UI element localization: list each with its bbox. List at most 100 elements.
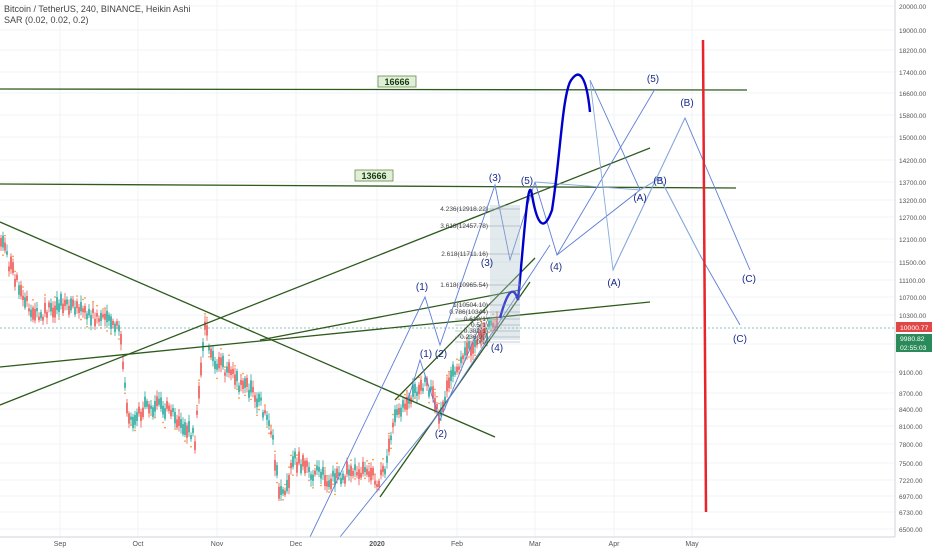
wave-projection-line xyxy=(339,244,551,538)
sar-dot xyxy=(228,354,230,356)
candle-body xyxy=(14,279,16,287)
candle-body xyxy=(192,427,194,433)
candle-body xyxy=(82,308,84,313)
sar-dot xyxy=(314,464,316,467)
candle-body xyxy=(206,325,208,336)
candle-body xyxy=(350,465,352,476)
candle-body xyxy=(270,431,272,435)
level-label: 16666 xyxy=(384,77,409,87)
candle-body xyxy=(490,320,492,326)
candle-body xyxy=(296,462,298,473)
candle-body xyxy=(166,401,168,409)
candle-body xyxy=(72,299,74,307)
candle-body xyxy=(122,361,124,370)
candle-body xyxy=(394,409,396,423)
wave-projection-line xyxy=(589,79,641,191)
candle-body xyxy=(36,308,38,312)
candle-body xyxy=(366,468,368,475)
sar-dot xyxy=(76,295,78,297)
y-tick-label: 17400.00 xyxy=(899,70,926,77)
wave-label: (5) xyxy=(647,74,659,85)
candle-body xyxy=(292,456,294,468)
candle-body xyxy=(226,366,228,373)
sar-dot xyxy=(404,393,406,396)
candle-body xyxy=(140,411,142,422)
candle-body xyxy=(238,385,240,393)
candle-body xyxy=(130,416,132,420)
sar-dot xyxy=(284,483,286,486)
candle-body xyxy=(102,314,104,318)
candle-body xyxy=(388,438,390,452)
candle-body xyxy=(382,465,384,473)
candle-body xyxy=(450,370,452,382)
candle-body xyxy=(148,404,150,414)
wave-label: (B) xyxy=(680,98,693,109)
sar-dot xyxy=(22,286,24,288)
candle-body xyxy=(68,305,70,315)
y-tick-label: 8400.00 xyxy=(899,407,923,414)
candle-body xyxy=(278,486,280,499)
sar-dot xyxy=(102,308,104,310)
sar-dot xyxy=(174,428,176,430)
sar-dot xyxy=(326,475,328,477)
candle-body xyxy=(280,486,282,495)
sar-dot xyxy=(288,466,290,468)
candle-body xyxy=(348,469,350,476)
sar-dot xyxy=(292,474,294,476)
candle-body xyxy=(416,391,418,396)
sar-dot xyxy=(54,296,56,298)
countdown-tag xyxy=(896,343,932,352)
sar-dot xyxy=(492,313,494,316)
sar-dot xyxy=(364,477,366,480)
fib-label: 4.236(12918.22) xyxy=(440,206,488,213)
candle-body xyxy=(374,480,376,485)
candle-body xyxy=(360,472,362,478)
candle-body xyxy=(458,366,460,370)
y-tick-label: 6970.00 xyxy=(899,494,923,501)
sar-dot xyxy=(312,487,314,489)
candle-body xyxy=(352,470,354,476)
candle-body xyxy=(332,470,334,477)
sar-dot xyxy=(224,366,226,368)
wave-label: (1) xyxy=(420,349,432,360)
trend-line xyxy=(0,221,496,438)
wave-label: (A) xyxy=(633,193,646,204)
fib-label: 0(9) xyxy=(476,339,488,346)
candle-body xyxy=(356,472,358,476)
candle-body xyxy=(212,350,214,362)
wave-label: (2) xyxy=(435,429,447,440)
candle-body xyxy=(244,378,246,388)
candle-body xyxy=(290,462,292,469)
fib-label: 0.236(99) xyxy=(460,334,488,341)
candle-body xyxy=(372,468,374,476)
trend-line xyxy=(259,289,521,341)
candle-body xyxy=(188,420,190,433)
sar-dot xyxy=(488,331,490,334)
sar-dot xyxy=(268,432,270,435)
candle-body xyxy=(384,468,386,475)
sar-dot xyxy=(14,270,16,273)
sar-dot xyxy=(92,300,94,303)
candle-body xyxy=(330,478,332,489)
candle-body xyxy=(10,256,12,270)
candle-body xyxy=(152,407,154,417)
candle-body xyxy=(346,461,348,475)
candle-body xyxy=(6,251,8,255)
candle-body xyxy=(62,303,64,314)
candle-body xyxy=(370,467,372,481)
candle-body xyxy=(432,386,434,399)
y-tick-label: 10300.00 xyxy=(899,313,926,320)
trend-line xyxy=(0,301,651,368)
y-tick-label: 15800.00 xyxy=(899,113,926,120)
candle-body xyxy=(178,416,180,426)
second-price-tag xyxy=(896,334,932,343)
candle-body xyxy=(84,306,86,313)
sar-dot xyxy=(350,459,352,461)
candle-body xyxy=(64,299,66,306)
candle-body xyxy=(424,377,426,383)
candle-body xyxy=(236,371,238,382)
candle-body xyxy=(136,412,138,422)
sar-dot xyxy=(434,388,436,391)
sar-dot xyxy=(234,365,236,367)
